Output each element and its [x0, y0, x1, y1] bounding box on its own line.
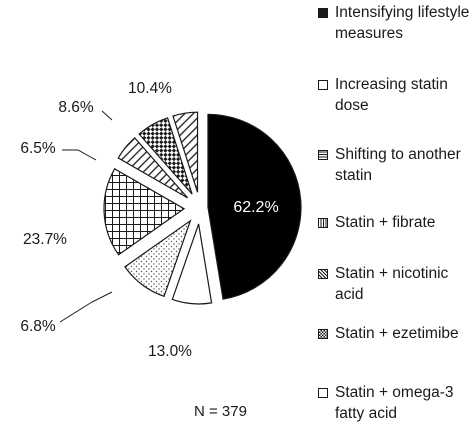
slice-value-label: 6.8%	[20, 318, 56, 335]
pie-slice-intensifying-lifestyle-measures	[207, 113, 302, 300]
leader-line	[59, 291, 113, 323]
legend-label: Increasing statin dose	[335, 76, 448, 114]
legend-swatch-white	[318, 388, 328, 398]
legend-label: Statin + fibrate	[335, 214, 436, 231]
legend-label: Statin + omega-3 fatty acid	[335, 384, 454, 422]
legend-swatch-horizontal-lines	[318, 150, 328, 160]
slice-value-label: 62.2%	[233, 199, 278, 216]
legend-item-omega3: Statin + omega-3 fatty acid	[318, 382, 472, 424]
pie-slice-statin-nicotinic-acid	[117, 137, 189, 199]
pie-slice-increasing-statin-dose	[171, 223, 213, 305]
legend-swatch-white	[318, 80, 328, 90]
legend-label: Intensifying lifestyle measures	[335, 4, 470, 42]
leader-line	[101, 110, 113, 121]
legend-item-lifestyle: Intensifying lifestyle measures	[318, 2, 472, 44]
legend-item-shift-statin: Shifting to another statin	[318, 144, 472, 186]
legend-swatch-solid-black	[318, 8, 328, 18]
pie-slice-statin-ezetimibe	[138, 117, 193, 195]
legend-label: Statin + nicotinic acid	[335, 265, 449, 303]
slice-value-label: 23.7%	[23, 231, 67, 248]
legend-label: Shifting to another statin	[335, 146, 461, 184]
legend-swatch-checker	[318, 329, 328, 339]
sample-size-label: N = 379	[194, 403, 247, 420]
legend-swatch-diagonal-lines	[318, 269, 328, 279]
legend-item-nicotinic: Statin + nicotinic acid	[318, 263, 472, 305]
slice-value-label: 6.5%	[20, 140, 56, 157]
legend-swatch-vertical-lines	[318, 218, 328, 228]
pie-slice-shifting-to-another-statin	[124, 219, 192, 298]
slice-value-label: 10.4%	[128, 80, 172, 97]
legend-item-increase-dose: Increasing statin dose	[318, 74, 472, 116]
legend-label: Statin + ezetimibe	[335, 325, 459, 342]
slice-value-label: 8.6%	[58, 99, 94, 116]
pie-slice-statin-omega-3-fatty-acid	[172, 111, 199, 193]
leader-line	[62, 149, 97, 161]
pie-slice-statin-fibrate	[103, 168, 186, 256]
slice-value-label: 13.0%	[148, 343, 192, 360]
legend-item-fibrate: Statin + fibrate	[318, 212, 472, 233]
legend-item-ezetimibe: Statin + ezetimibe	[318, 323, 472, 344]
